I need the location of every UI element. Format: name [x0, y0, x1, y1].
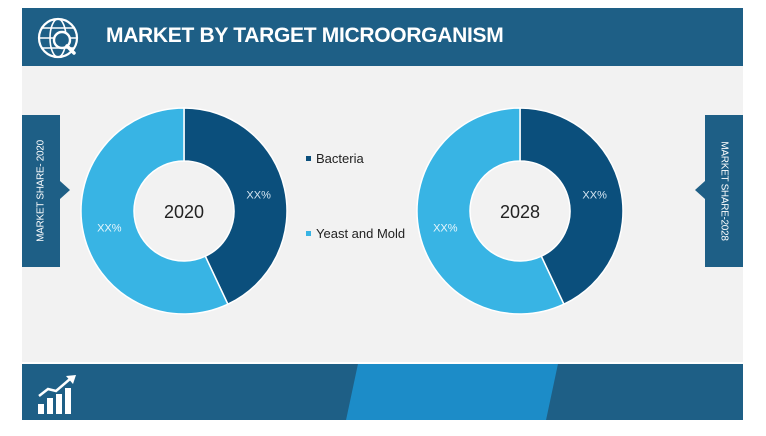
donut-2028-slice-yeast-and-mold — [416, 107, 565, 315]
bar-chart-growth-icon — [38, 375, 76, 414]
legend-swatch-yeast-and-mold — [306, 231, 311, 236]
legend-item-bacteria: Bacteria — [306, 150, 416, 167]
legend-label-yeast-and-mold: Yeast and Mold — [316, 226, 406, 241]
globe-search-icon — [37, 17, 79, 59]
donut-center-label-2028: 2028 — [500, 202, 540, 222]
side-tab-left-arrow — [60, 181, 70, 199]
side-tab-right — [705, 115, 743, 267]
donut-2028-label-bacteria: XX% — [582, 189, 607, 201]
header-bar: MARKET BY TARGET MICROORGANISM — [22, 8, 743, 66]
chart-legend: Bacteria Yeast and Mold — [306, 150, 416, 242]
donut-center-label-2020: 2020 — [164, 202, 204, 222]
legend-swatch-bacteria — [306, 156, 311, 161]
legend-label-bacteria: Bacteria — [316, 151, 364, 166]
footer-accent — [346, 364, 558, 420]
footer-bar — [22, 364, 743, 420]
side-tab-right-arrow — [695, 181, 705, 199]
legend-item-yeast-and-mold: Yeast and Mold — [306, 225, 416, 242]
donut-2028-slice-bacteria — [519, 107, 624, 306]
donut-2020-label-yeast-and-mold: XX% — [97, 223, 122, 235]
donut-2020-slice-bacteria — [183, 107, 288, 306]
side-tab-left — [22, 115, 60, 267]
page-title: MARKET BY TARGET MICROORGANISM — [106, 24, 504, 47]
donut-2020-slice-yeast-and-mold — [80, 107, 229, 315]
donut-2028-label-yeast-and-mold: XX% — [433, 223, 458, 235]
donut-2020-label-bacteria: XX% — [246, 189, 271, 201]
